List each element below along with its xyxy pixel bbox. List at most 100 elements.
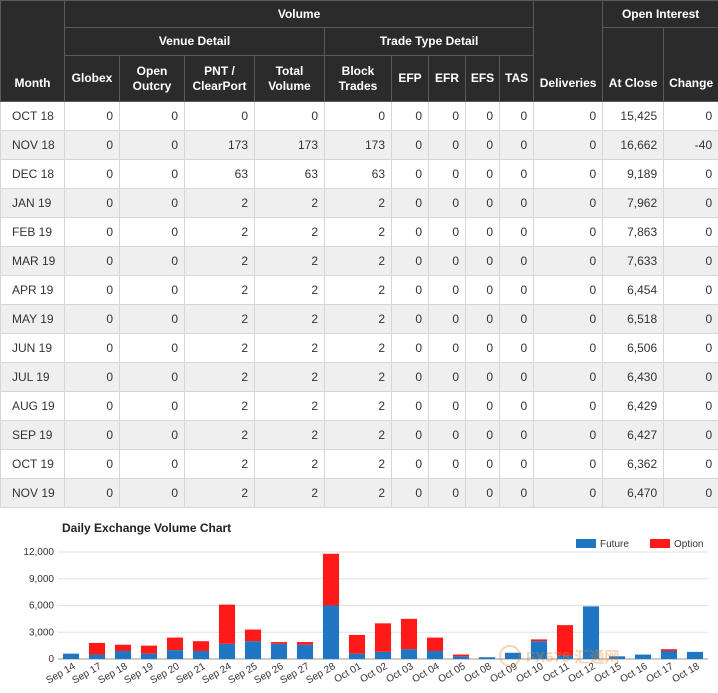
bar-future — [140, 653, 158, 659]
header-pnt-clearport: PNT / ClearPort — [184, 55, 255, 102]
table-cell: 0 — [663, 275, 718, 305]
table-cell: 0 — [533, 130, 604, 160]
header-tas: TAS — [498, 55, 535, 102]
table-cell: 0 — [663, 362, 718, 392]
table-cell: 0 — [428, 478, 466, 508]
table-cell: 0 — [428, 101, 466, 131]
header-at-close: At Close — [602, 27, 665, 102]
bar-option — [88, 642, 106, 655]
table-cell: 2 — [324, 333, 392, 363]
x-tick-label: Oct 05 — [436, 661, 467, 685]
bar-future — [322, 605, 340, 659]
table-cell: 0 — [533, 246, 604, 276]
table-cell: 0 — [119, 391, 185, 421]
table-cell: 2 — [324, 275, 392, 305]
chart-grid — [58, 551, 708, 660]
table-cell: 0 — [391, 391, 429, 421]
table-cell: 0 — [428, 449, 466, 479]
bar-option — [452, 654, 470, 657]
table-cell: 0 — [391, 217, 429, 247]
month-cell: MAR 19 — [0, 246, 65, 276]
table-cell: 0 — [119, 159, 185, 189]
table-cell: 0 — [465, 101, 500, 131]
table-cell: 0 — [391, 478, 429, 508]
table-cell: 0 — [498, 333, 535, 363]
table-cell: 0 — [64, 304, 120, 334]
table-cell: 0 — [391, 246, 429, 276]
header-venue-detail: Venue Detail — [64, 27, 325, 56]
table-row: SEP 19 0 0 2 2 2 0 0 0 0 0 6,427 0 — [0, 420, 718, 450]
x-tick-label: Oct 16 — [618, 661, 649, 685]
header-month: Month — [0, 0, 65, 102]
table-cell: 0 — [465, 188, 500, 218]
table-cell: 2 — [184, 275, 255, 305]
x-tick-label: Sep 28 — [305, 661, 338, 687]
table-cell: 0 — [663, 304, 718, 334]
month-cell: APR 19 — [0, 275, 65, 305]
table-cell: 0 — [391, 101, 429, 131]
header-efs: EFS — [465, 55, 500, 102]
table-cell: 2 — [184, 246, 255, 276]
table-cell: 0 — [465, 246, 500, 276]
month-cell: SEP 19 — [0, 420, 65, 450]
table-cell: 2 — [324, 246, 392, 276]
table-cell: 2 — [184, 420, 255, 450]
table-cell: 0 — [498, 304, 535, 334]
header-volume: Volume — [63, 0, 535, 28]
bar-option — [660, 649, 678, 651]
table-cell: 0 — [391, 304, 429, 334]
table-cell: 0 — [428, 130, 466, 160]
table-cell: 173 — [184, 130, 255, 160]
bar-option — [166, 637, 184, 651]
table-cell: 0 — [533, 159, 604, 189]
table-cell: 0 — [533, 478, 604, 508]
bar-future — [192, 650, 210, 659]
table-cell: 2 — [254, 275, 325, 305]
table-cell: 0 — [533, 217, 604, 247]
table-cell: -40 — [663, 130, 718, 160]
table-cell: 9,189 — [602, 159, 665, 189]
month-cell: FEB 19 — [0, 217, 65, 247]
table-cell: 6,427 — [602, 420, 665, 450]
y-tick-label: 3,000 — [29, 627, 54, 638]
y-tick-label: 9,000 — [29, 574, 54, 585]
table-cell: 0 — [533, 304, 604, 334]
table-cell: 2 — [324, 304, 392, 334]
table-cell: 0 — [119, 362, 185, 392]
table-cell: 7,962 — [602, 188, 665, 218]
bar-future — [244, 641, 262, 659]
table-row: MAY 19 0 0 2 2 2 0 0 0 0 0 6,518 0 — [0, 304, 718, 334]
y-axis: 0 3,000 6,000 9,000 12,000 — [23, 547, 54, 665]
table-cell: 0 — [391, 333, 429, 363]
chart-bars — [62, 553, 704, 659]
bar-future — [582, 606, 600, 659]
table-cell: 0 — [663, 391, 718, 421]
table-cell: 0 — [391, 420, 429, 450]
table-cell: 0 — [428, 246, 466, 276]
table-cell: 0 — [119, 478, 185, 508]
table-cell: 0 — [498, 420, 535, 450]
table-cell: 0 — [533, 275, 604, 305]
month-cell: OCT 18 — [0, 101, 65, 131]
table-cell: 0 — [533, 420, 604, 450]
table-cell: 0 — [498, 159, 535, 189]
bar-option — [244, 629, 262, 642]
month-cell: OCT 19 — [0, 449, 65, 479]
table-cell: 0 — [428, 275, 466, 305]
bar-option — [322, 553, 340, 606]
header-globex: Globex — [64, 55, 120, 102]
month-cell: JAN 19 — [0, 188, 65, 218]
table-cell: 0 — [64, 478, 120, 508]
table-cell: 0 — [391, 362, 429, 392]
table-cell: 0 — [64, 449, 120, 479]
header-efr: EFR — [428, 55, 466, 102]
bar-option — [270, 642, 288, 644]
table-cell: 0 — [428, 420, 466, 450]
table-cell: 0 — [428, 217, 466, 247]
table-cell: 0 — [533, 449, 604, 479]
table-cell: 0 — [64, 362, 120, 392]
table-row: JUN 19 0 0 2 2 2 0 0 0 0 0 6,506 0 — [0, 333, 718, 363]
table-cell: 7,633 — [602, 246, 665, 276]
table-cell: 2 — [254, 391, 325, 421]
